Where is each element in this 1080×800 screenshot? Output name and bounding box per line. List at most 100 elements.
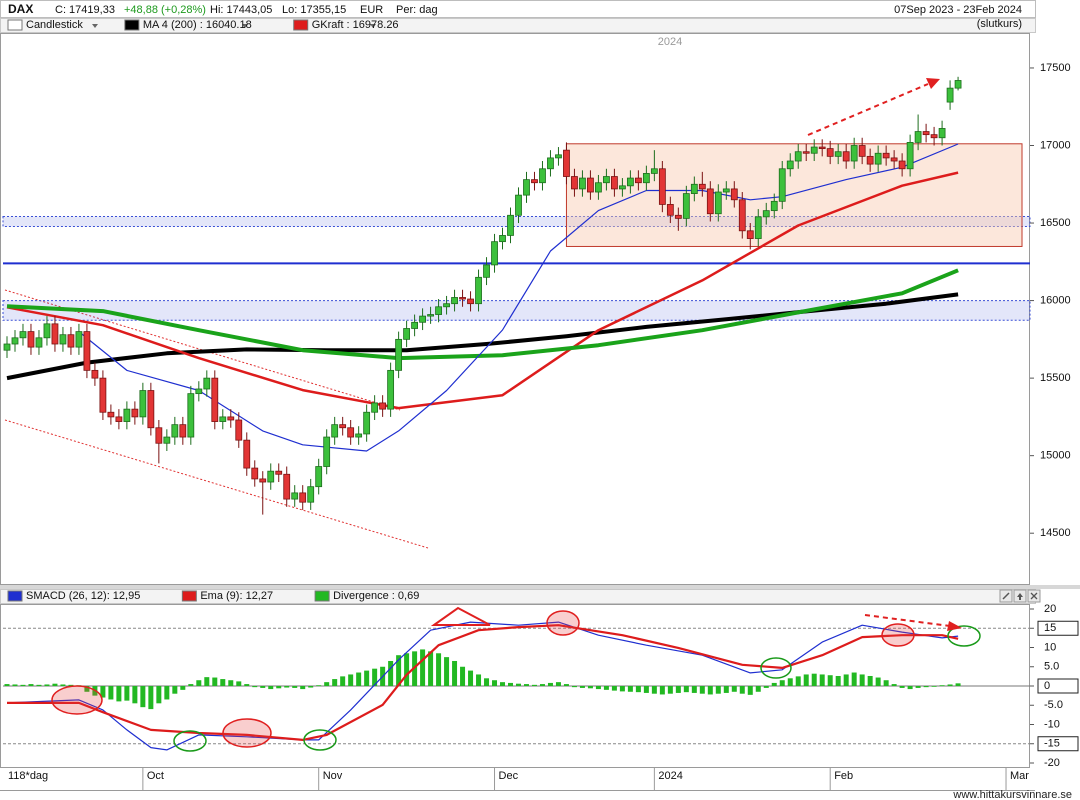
candle-body: [706, 188, 714, 215]
dropdown-arrow[interactable]: [370, 24, 376, 28]
histogram-bar: [795, 676, 801, 686]
histogram-bar: [843, 674, 849, 686]
legend-label: Ema (9): 12,27: [200, 590, 273, 602]
histogram-bar: [476, 674, 482, 686]
candle-body: [355, 433, 363, 438]
histogram-bar: [947, 684, 953, 686]
legend-label: Candlestick: [26, 19, 83, 31]
highlight-circle: [760, 657, 792, 679]
macd-panel: [3, 621, 1030, 751]
candle-body: [11, 337, 19, 345]
price-basis: (slutkurs): [977, 18, 1022, 30]
histogram-bar: [116, 686, 122, 702]
histogram-bar: [859, 674, 865, 686]
histogram-bar: [420, 649, 426, 686]
x-tick-label: 2024: [658, 770, 682, 782]
candle-body: [658, 168, 666, 205]
price-band: [2, 216, 1031, 227]
candle-body: [603, 176, 610, 184]
candle-body: [499, 235, 506, 243]
histogram-bar: [755, 686, 761, 692]
dropdown-arrow[interactable]: [242, 24, 248, 28]
histogram-bar: [252, 686, 258, 688]
histogram-bar: [803, 674, 809, 686]
histogram-bar: [500, 682, 506, 686]
indicator-line: [78, 143, 959, 452]
candle-body: [786, 160, 794, 170]
y-tick-box: [1037, 678, 1079, 694]
candle-body: [858, 145, 866, 157]
candle-body: [107, 411, 115, 418]
candle-body: [323, 436, 331, 467]
candle-body: [435, 306, 442, 315]
candle-body: [906, 142, 914, 170]
arrow-head: [926, 78, 940, 89]
histogram-bar: [268, 686, 274, 690]
candle-body: [131, 408, 139, 418]
candle-body: [459, 297, 466, 300]
histogram-bar: [20, 684, 26, 686]
histogram-bar: [348, 674, 354, 686]
candle-body: [123, 408, 131, 422]
histogram-bar: [603, 686, 609, 690]
candle-body: [890, 157, 898, 162]
histogram-bar: [436, 653, 442, 686]
dropdown-arrow[interactable]: [92, 24, 98, 28]
candle-body: [243, 439, 251, 469]
candle-body: [666, 204, 674, 216]
candle-body: [3, 343, 11, 351]
legend-label: MA 4 (200) : 16040.18: [143, 19, 252, 31]
histogram-bar: [555, 682, 561, 686]
candle-body: [147, 390, 155, 429]
histogram-bar: [915, 686, 921, 688]
histogram-bar: [531, 684, 537, 686]
candle-body: [395, 338, 403, 371]
x-tick-label: Feb: [834, 770, 853, 782]
histogram-bar: [300, 686, 306, 690]
y-tick-label: -15: [1044, 738, 1060, 750]
instrument-title: DAX: [8, 2, 33, 16]
histogram-bar: [308, 686, 314, 688]
histogram-bar: [460, 666, 466, 686]
candle-body: [371, 402, 379, 413]
histogram-bar: [156, 686, 162, 704]
histogram-bar: [140, 686, 146, 708]
histogram-bar: [204, 677, 210, 686]
consolidation-box: [565, 143, 1023, 247]
candle-body: [139, 390, 147, 418]
histogram-bar: [356, 672, 362, 686]
candle-body: [179, 424, 187, 438]
y-tick-label: 0: [1044, 680, 1050, 692]
histogram-bar: [579, 686, 585, 688]
histogram-bar: [779, 680, 785, 686]
legend-label: SMACD (26, 12): 12,95: [26, 590, 140, 602]
candle-body: [35, 337, 43, 348]
footer-url[interactable]: www.hittakursvinnare.se: [952, 789, 1072, 800]
histogram-bar: [180, 686, 186, 690]
histogram-bar: [771, 682, 777, 686]
candle-body: [347, 427, 355, 438]
histogram-bar: [244, 684, 250, 686]
header-field: Lo: 17355,15: [282, 4, 346, 16]
candle-body: [507, 214, 514, 236]
candle-body: [618, 185, 626, 190]
legend: Candlestick MA 4 (200) : 16040.18 GKraft :…: [7, 19, 399, 31]
y-tick-label: 16000: [1040, 294, 1071, 306]
candle-body: [251, 467, 259, 480]
histogram-bar: [260, 686, 266, 688]
indicator-line: [6, 268, 959, 361]
price-panel: [2, 76, 1031, 549]
histogram-bar: [955, 683, 961, 686]
price-panel-frame: [0, 33, 1030, 585]
settings-icon: [1002, 592, 1010, 600]
histogram-bar: [851, 672, 857, 686]
candle-body: [531, 179, 538, 184]
histogram-bar: [699, 686, 705, 694]
candle-body: [27, 331, 35, 348]
candle-body: [43, 323, 51, 339]
candle-body: [946, 87, 954, 103]
candle-body: [515, 194, 522, 216]
histogram-bar: [539, 684, 545, 686]
